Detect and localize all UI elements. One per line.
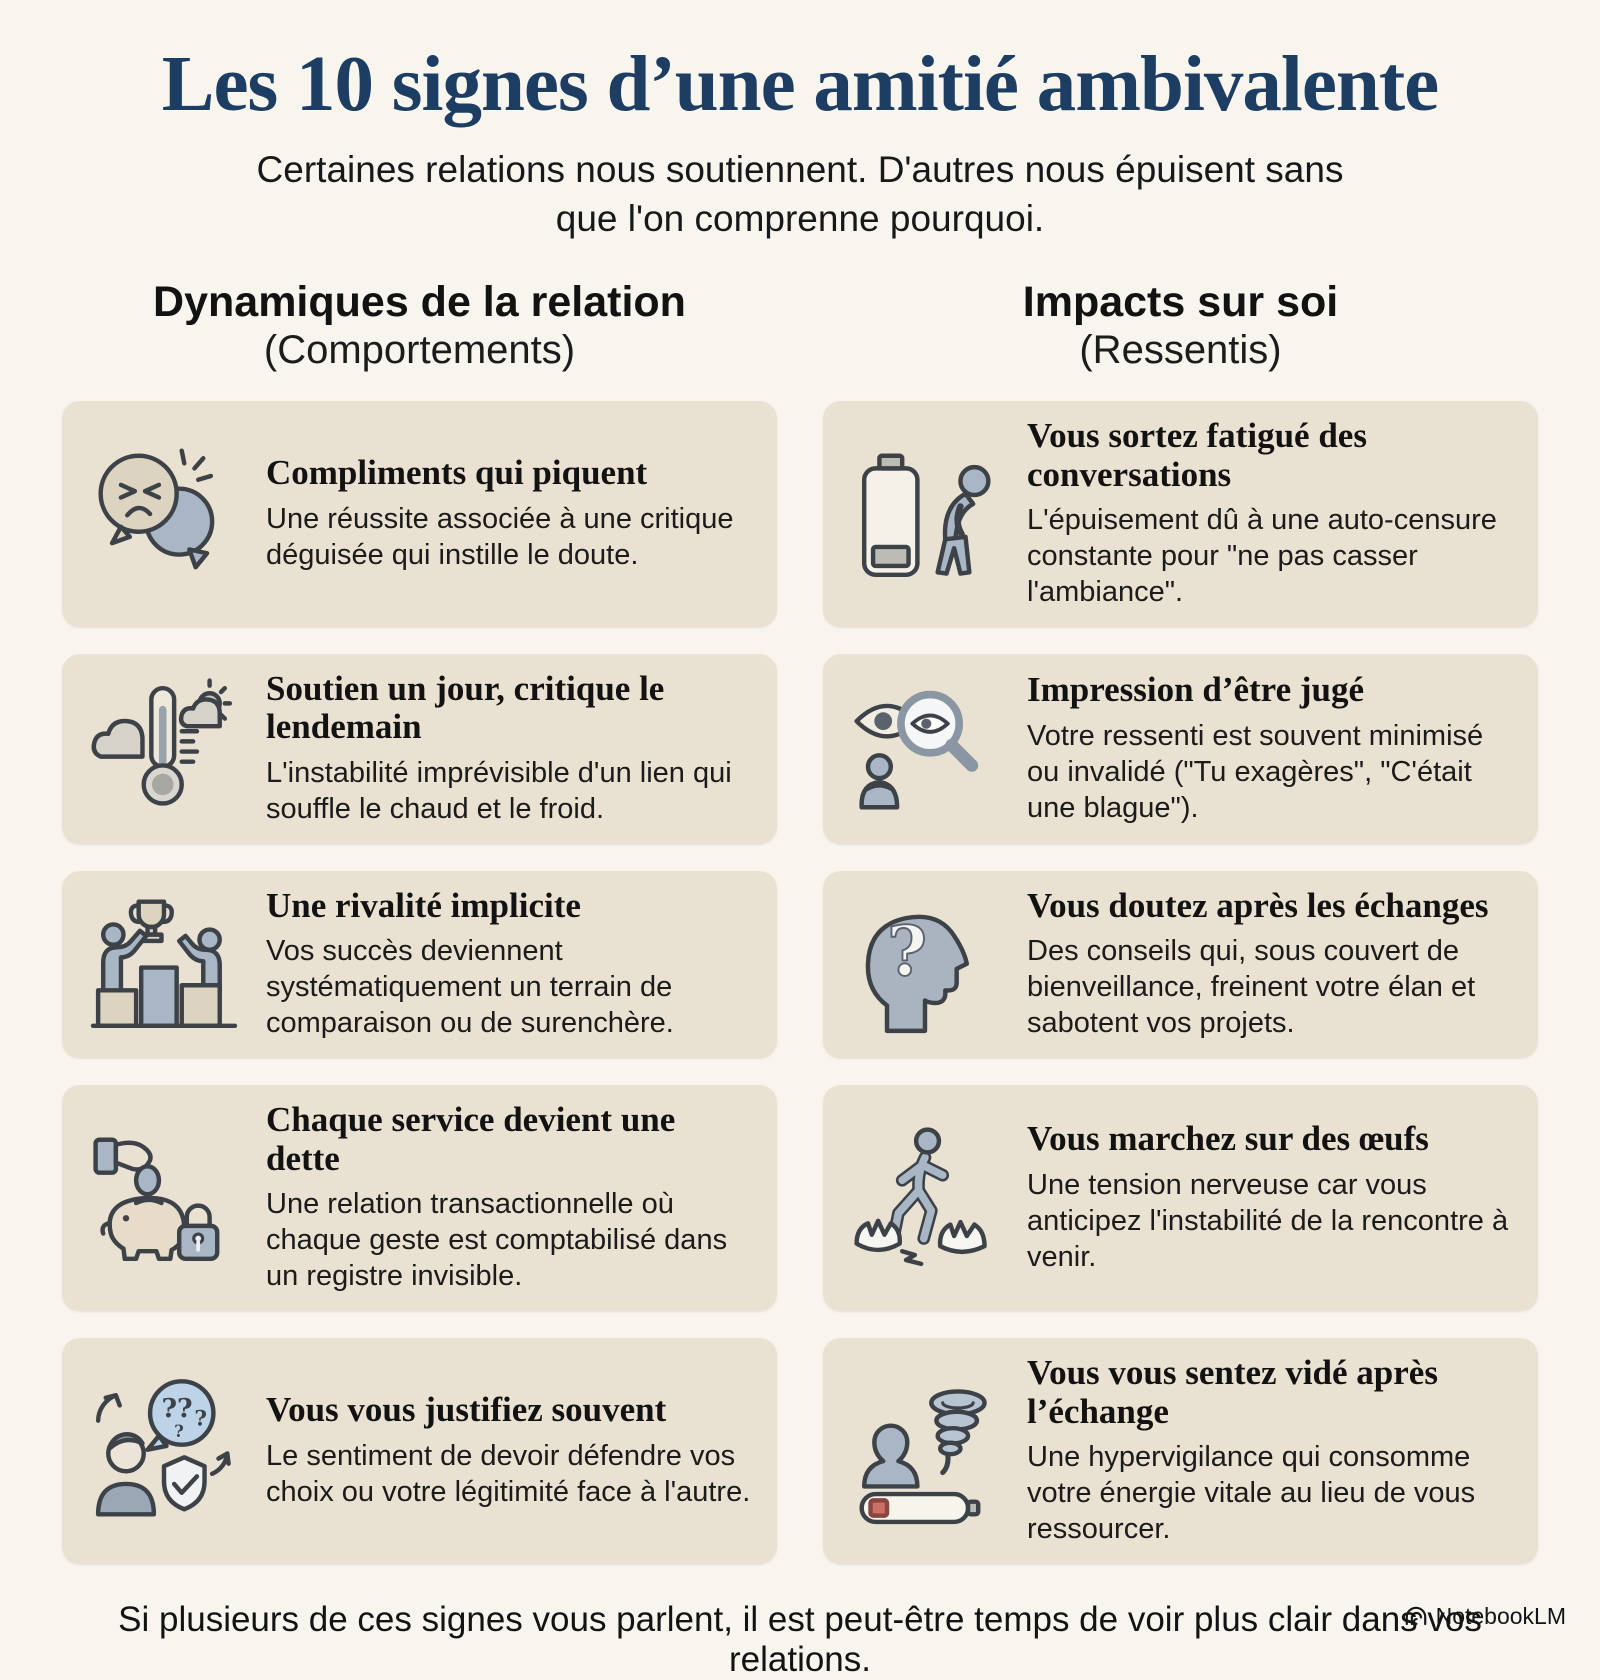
page-subtitle: Certaines relations nous soutiennent. D'… (256, 149, 1344, 239)
podium-trophy-icon (76, 889, 252, 1041)
thermometer-weather-icon (76, 673, 252, 825)
card-title: Vous sortez fatigué des conversations (1027, 416, 1367, 494)
svg-text:?: ? (194, 1407, 207, 1432)
card-description: Une relation transactionnelle où chaque … (266, 1188, 728, 1293)
angry-speech-bubbles-icon (76, 438, 252, 590)
page-title: Les 10 signes d’une amitié ambivalente (161, 41, 1439, 128)
svg-text:??: ?? (161, 1393, 192, 1424)
brand: NotebookLM (1403, 1603, 1566, 1630)
head-question-icon: ? (837, 889, 1013, 1041)
card-title: Vous vous justifiez souvent (266, 1390, 667, 1430)
card-description: Votre ressenti est souvent minimisé ou i… (1027, 719, 1484, 824)
card-description: Une hypervigilance qui consomme votre én… (1027, 1441, 1476, 1545)
card-title: Impression d’être jugé (1027, 670, 1365, 710)
card-title: Compliments qui piquent (266, 453, 648, 493)
card-description: Vos succès deviennent systématiquement u… (266, 935, 674, 1040)
column-heading: Impacts sur soi (1022, 277, 1339, 326)
card-description: L'épuisement dû à une auto-censure const… (1027, 504, 1497, 608)
column-header-impacts: Impacts sur soi (Ressentis) (823, 278, 1538, 373)
empty-battery-person-icon (837, 438, 1013, 590)
card-description: Une réussite associée à une critique dég… (266, 502, 734, 571)
column-subheading: (Comportements) (263, 328, 576, 373)
card-description: Le sentiment de devoir défendre vos choi… (266, 1439, 751, 1508)
svg-text:?: ? (174, 1422, 184, 1441)
card-title: Une rivalité implicite (266, 885, 581, 925)
card-title: Soutien un jour, critique le lendemain (266, 668, 665, 747)
card: Soutien un jour, critique le lendemain L… (62, 653, 777, 844)
notebooklm-logo-icon (1405, 1606, 1426, 1625)
card-title: Chaque service devient une dette (266, 1100, 676, 1178)
column-heading: Dynamiques de la relation (153, 277, 686, 326)
card: Compliments qui piquent Une réussite ass… (62, 401, 777, 627)
column-header-behaviors: Dynamiques de la relation (Comportements… (62, 278, 823, 373)
footer-note: Si plusieurs de ces signes vous parlent,… (118, 1599, 1482, 1679)
eye-magnifier-icon (837, 673, 1013, 825)
card-title: Vous vous sentez vidé après l’échange (1027, 1353, 1438, 1431)
column-subheading: (Ressentis) (1079, 328, 1282, 373)
card: Impression d’être jugé Votre ressenti es… (823, 653, 1538, 844)
card: ? Vous doutez après les échanges Des con… (823, 870, 1538, 1059)
card-description: L'instabilité imprévisible d'un lien qui… (266, 756, 732, 825)
card: ?? ? ? Vous vous justifiez souvent Le se… (62, 1338, 777, 1564)
walking-eggshells-icon (837, 1122, 1013, 1274)
card: Vous sortez fatigué des conversations L'… (823, 401, 1538, 627)
column-headers: Dynamiques de la relation (Comportements… (0, 278, 1600, 373)
person-tornado-battery-icon (837, 1375, 1013, 1527)
card-description: Une tension nerveuse car vous anticipez … (1027, 1168, 1509, 1273)
card: Chaque service devient une dette Une rel… (62, 1085, 777, 1312)
card: Une rivalité implicite Vos succès devien… (62, 870, 777, 1059)
brand-label: NotebookLM (1435, 1603, 1566, 1629)
card-title: Vous doutez après les échanges (1027, 885, 1489, 925)
piggy-bank-lock-icon (76, 1122, 252, 1274)
card: Vous vous sentez vidé après l’échange Un… (823, 1338, 1538, 1564)
person-question-shield-icon: ?? ? ? (76, 1375, 252, 1527)
card-title: Vous marchez sur des œufs (1027, 1119, 1429, 1159)
card: Vous marchez sur des œufs Une tension ne… (823, 1085, 1538, 1312)
cards-grid: Compliments qui piquent Une réussite ass… (0, 401, 1600, 1564)
svg-text:?: ? (887, 912, 927, 992)
card-description: Des conseils qui, sous couvert de bienve… (1027, 935, 1476, 1040)
